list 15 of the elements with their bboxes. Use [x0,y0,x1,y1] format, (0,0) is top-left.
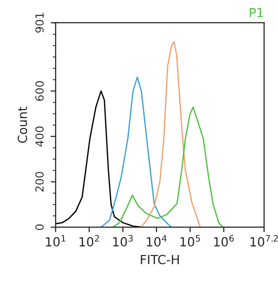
y-tick-label: 600 [35,81,44,101]
x-tick-label: 10$^{1}$ [46,235,66,247]
y-tick-label: 200 [35,172,44,192]
y-tick-label: 0 [35,224,44,230]
y-tick-label: 901 [35,13,44,33]
x-tick-label: 10$^{6}$ [214,235,234,246]
x-tick-label: 10$^{4}$ [146,235,167,247]
x-tick-label: 10$^{2}$ [80,235,99,246]
x-tick-label: 10$^{5}$ [180,235,200,247]
x-tick-label: 10$^{3}$ [113,235,133,246]
y-axis-title: Count [18,106,28,143]
y-tick-label: 400 [35,126,44,146]
x-axis-title: FITC-H [140,254,179,264]
chart-title: P1 [250,8,263,18]
x-tick-label: 10$^{7.2}$ [250,235,278,246]
